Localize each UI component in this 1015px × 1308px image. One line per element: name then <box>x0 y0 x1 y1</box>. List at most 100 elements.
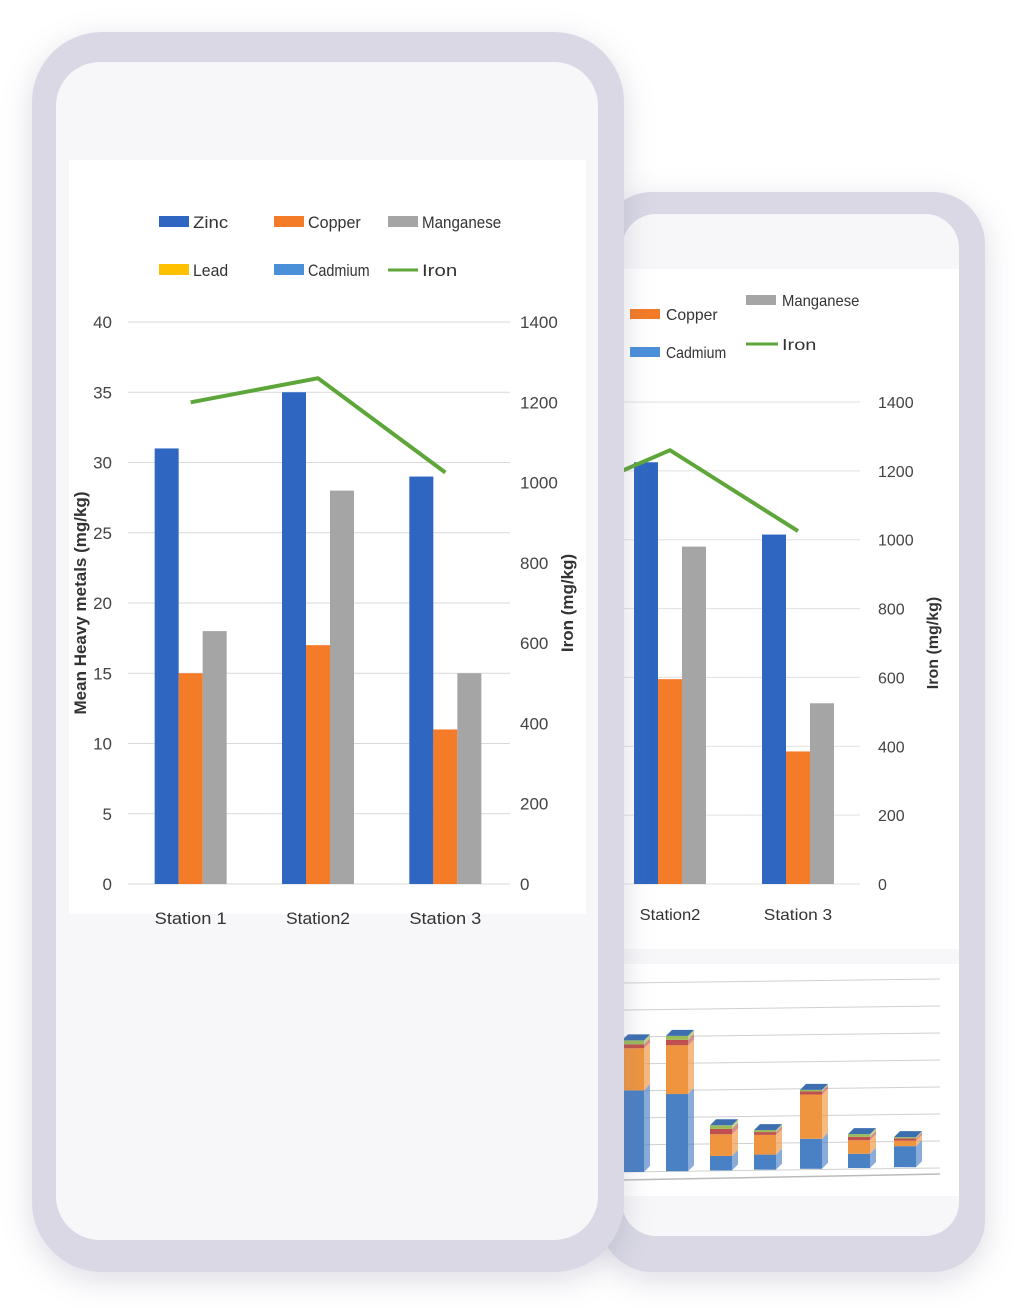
stack-top <box>848 1128 876 1135</box>
stack-segment <box>710 1134 732 1156</box>
back-y2-tick-label: 400 <box>878 739 905 756</box>
stack-top <box>710 1119 738 1126</box>
back-y2-axis-title: Iron (mg/kg) <box>925 597 942 689</box>
stack-segment-side <box>688 1088 694 1172</box>
y-tick-label: 30 <box>93 454 112 473</box>
back-y2-tick-label: 1000 <box>878 533 914 550</box>
legend-label-cadmium: Cadmium <box>308 261 370 280</box>
back-legend-label-copper: Copper <box>666 307 718 324</box>
legend-label-copper: Copper <box>308 213 361 232</box>
y2-tick-label: 800 <box>520 554 548 573</box>
stack-bar-7 <box>894 1131 922 1168</box>
stack-top <box>666 1029 694 1036</box>
bar-manganese-station-3 <box>457 673 482 884</box>
y-tick-label: 35 <box>93 383 112 402</box>
back-legend-swatch-manganese <box>746 295 776 305</box>
legend-label-manganese: Manganese <box>422 213 501 232</box>
back-y2-tick-label: 1200 <box>878 464 914 481</box>
stack-segment-side <box>870 1128 876 1137</box>
stack-segment-side <box>916 1131 922 1139</box>
stack-segment <box>754 1154 776 1170</box>
stack-segment <box>800 1089 822 1092</box>
back-y2-tick-label: 0 <box>878 877 887 894</box>
back-chart: Copper Manganese Cadmium Iron 0 200 400 600 800 1… <box>622 269 959 1196</box>
back-y2-tick-label: 200 <box>878 808 905 825</box>
stack-segment <box>800 1094 822 1139</box>
stack-segment-side <box>870 1130 876 1141</box>
stack-segment <box>622 1040 644 1045</box>
stack-floor <box>622 1173 941 1181</box>
stack-segment-side <box>822 1083 828 1092</box>
stack-gridline <box>622 1167 941 1173</box>
back-legend-label-manganese: Manganese <box>782 293 859 310</box>
stack-segment-side <box>776 1148 782 1170</box>
back-legend-label-cadmium: Cadmium <box>666 345 726 362</box>
stack-bar-6 <box>848 1128 876 1168</box>
main-chart: Zinc Copper Manganese Lead Cadmium Iron 0 5 10 15… <box>69 160 586 928</box>
stack-segment <box>894 1140 916 1147</box>
stack-segment <box>754 1130 776 1133</box>
back-line-iron <box>622 447 800 533</box>
stack-segment-side <box>732 1119 738 1129</box>
x-tick-label: Station2 <box>286 909 350 928</box>
stack-bar-1 <box>622 1034 650 1172</box>
legend-swatch-lead <box>159 264 189 275</box>
back-legend-label-iron: Iron <box>782 337 816 354</box>
bar-copper-station-1 <box>178 673 203 884</box>
back-bar-zinc-station-3 <box>762 534 786 884</box>
stack-segment-side <box>870 1134 876 1154</box>
legend-swatch-zinc <box>159 216 189 227</box>
bar-copper-station2 <box>306 645 330 884</box>
stack-top <box>800 1083 828 1090</box>
stack-segment <box>848 1153 870 1168</box>
back-y2-tick-label: 600 <box>878 670 905 687</box>
back-bar-manganese-station-3 <box>810 703 834 884</box>
bar-manganese-station2 <box>330 490 354 884</box>
legend-label-zinc: Zinc <box>193 213 229 232</box>
front-phone-screen: Zinc Copper Manganese Lead Cadmium Iron 0 5 10 15… <box>56 62 598 1240</box>
y-tick-label: 15 <box>93 664 112 683</box>
stack-segment <box>666 1039 688 1046</box>
stack-segment-side <box>916 1132 922 1141</box>
back-bar-copper-station2 <box>658 679 682 884</box>
back-phone-screen: Copper Manganese Cadmium Iron 0 200 400 600 800 1… <box>622 214 959 1236</box>
y2-tick-label: 1400 <box>520 313 558 332</box>
x-tick-label: Station 3 <box>409 909 481 928</box>
stack-segment-side <box>644 1034 650 1045</box>
legend-label-iron: Iron <box>422 261 457 280</box>
stack-top <box>894 1131 922 1138</box>
stack-segment-side <box>732 1149 738 1171</box>
stack-segment-side <box>870 1147 876 1168</box>
stack-segment-side <box>822 1085 828 1095</box>
legend-swatch-copper <box>274 216 304 227</box>
stack-segment <box>848 1134 870 1137</box>
stack-bar-5 <box>800 1083 828 1169</box>
bar-manganese-station-1 <box>202 631 227 884</box>
back-bar-manganese-station2 <box>682 546 706 884</box>
bar-zinc-station-3 <box>409 476 434 884</box>
stack-segment-side <box>644 1084 650 1172</box>
y2-tick-label: 0 <box>520 875 529 894</box>
stack-gridline <box>622 978 941 984</box>
back-legend-swatch-cadmium <box>630 347 660 357</box>
stack-segment-side <box>776 1126 782 1135</box>
stack-segment-side <box>732 1122 738 1135</box>
y2-tick-label: 600 <box>520 634 548 653</box>
stack-segment <box>622 1048 644 1091</box>
stack-segment <box>848 1136 870 1141</box>
y-tick-label: 10 <box>93 735 112 754</box>
legend-swatch-cadmium <box>274 264 304 275</box>
stack-segment <box>848 1140 870 1154</box>
stack-bar-3 <box>710 1119 738 1171</box>
stack-segment-side <box>688 1039 694 1095</box>
front-phone-frame: Zinc Copper Manganese Lead Cadmium Iron 0 5 10 15… <box>32 32 624 1272</box>
stack-segment-side <box>644 1042 650 1091</box>
line-iron <box>190 376 447 475</box>
stack-segment <box>666 1035 688 1040</box>
stack-segment-side <box>776 1124 782 1133</box>
y-tick-label: 5 <box>103 805 112 824</box>
back-x-tick-label: Station 3 <box>764 907 833 924</box>
stack-segment <box>754 1134 776 1155</box>
y-axis-title: Mean Heavy metals (mg/kg) <box>71 492 90 715</box>
stack-segment <box>894 1146 916 1168</box>
